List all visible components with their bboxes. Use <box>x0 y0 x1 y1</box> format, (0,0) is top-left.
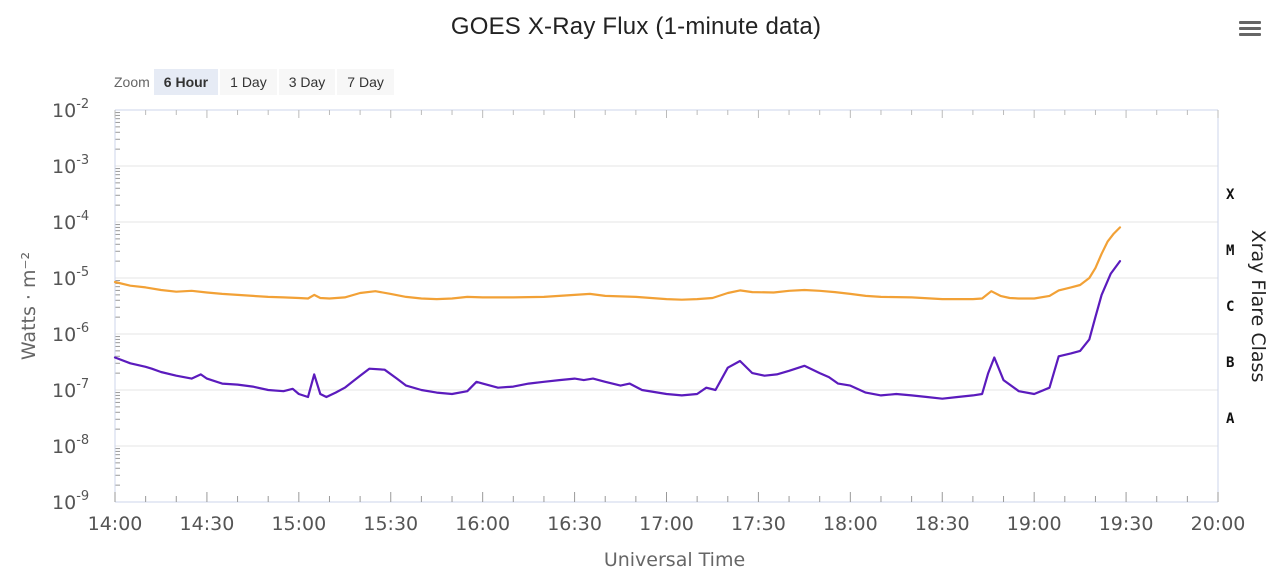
zoom-button-7-day[interactable]: 7 Day <box>337 69 394 95</box>
y-tick-label: 10-4 <box>52 209 89 234</box>
series-line-short-channel <box>113 260 1122 400</box>
axis-layer <box>114 109 1219 503</box>
y-tick-label: 10-3 <box>52 153 89 178</box>
y-tick-label: 10-5 <box>52 265 89 290</box>
x-tick-label: 19:30 <box>1099 513 1154 535</box>
y-tick-label: 10-6 <box>52 321 89 346</box>
x-tick-label: 15:00 <box>271 513 326 535</box>
zoom-button-6-hour[interactable]: 6 Hour <box>153 69 219 95</box>
y-tick-label: 10-8 <box>52 433 89 458</box>
flare-class-label-x: X <box>1226 187 1235 203</box>
label-layer: 14:00 14:30 15:00 15:30 16:00 16:30 17:00 17:30… <box>18 97 1269 571</box>
y-axis-title: Watts · m⁻² <box>18 252 40 360</box>
x-tick-label: 16:30 <box>547 513 602 535</box>
x-tick-label: 17:30 <box>731 513 786 535</box>
flare-class-label-a: A <box>1226 411 1235 427</box>
x-tick-label: 18:00 <box>823 513 878 535</box>
y2-axis-title: Xray Flare Class <box>1247 230 1269 383</box>
x-tick-label: 16:00 <box>455 513 510 535</box>
chart-title: GOES X-Ray Flux (1-minute data) <box>450 13 822 40</box>
y-tick-label: 10-9 <box>52 489 89 514</box>
series-layer <box>113 226 1122 400</box>
x-tick-label: 17:00 <box>639 513 694 535</box>
x-tick-label: 14:00 <box>88 513 143 535</box>
flare-class-label-c: C <box>1226 299 1234 315</box>
x-tick-label: 18:30 <box>915 513 970 535</box>
x-tick-label: 15:30 <box>363 513 418 535</box>
x-tick-label: 19:00 <box>1007 513 1062 535</box>
zoom-label: Zoom <box>114 74 150 90</box>
y-tick-label: 10-2 <box>52 97 89 122</box>
hamburger-menu-icon[interactable] <box>1236 18 1264 42</box>
y-tick-label: 10-7 <box>52 377 89 402</box>
series-line-long-channel <box>113 226 1122 301</box>
zoom-button-3-day[interactable]: 3 Day <box>278 69 336 95</box>
flare-class-label-b: B <box>1226 355 1234 371</box>
flare-class-label-m: M <box>1226 243 1234 259</box>
x-tick-label: 14:30 <box>180 513 235 535</box>
zoom-button-1-day[interactable]: 1 Day <box>220 69 277 95</box>
zoom-selector: Zoom 6 Hour 1 Day 3 Day 7 Day <box>114 69 396 95</box>
grid-layer <box>115 109 1218 503</box>
x-tick-label: 20:00 <box>1191 513 1246 535</box>
x-axis-title: Universal Time <box>604 549 745 571</box>
